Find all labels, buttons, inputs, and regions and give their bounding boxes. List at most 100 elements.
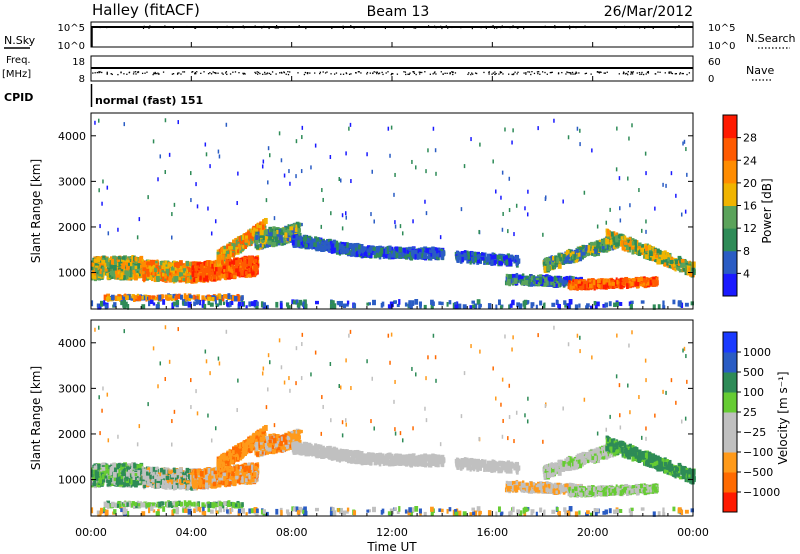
power-cell — [159, 269, 162, 275]
power-cell — [94, 267, 98, 272]
power-cell — [164, 267, 167, 272]
nave-point — [444, 72, 446, 74]
power-cell — [581, 280, 585, 286]
nave-point — [225, 71, 228, 73]
power-cell — [388, 245, 392, 252]
nsky-point — [353, 27, 355, 29]
power-cell — [353, 252, 357, 256]
nave-point — [491, 73, 493, 75]
nave-tick-bottom: 0 — [708, 74, 714, 85]
power-cell — [263, 217, 268, 224]
nsky-point — [321, 26, 323, 28]
power-cell — [190, 278, 194, 284]
power-cell — [155, 264, 158, 269]
power-cell — [526, 276, 530, 283]
nave-point — [154, 71, 156, 74]
power-cell — [247, 261, 251, 267]
power-cell — [292, 234, 296, 239]
power-cell — [569, 252, 572, 257]
nsky-point — [460, 27, 462, 29]
power-cell — [440, 254, 443, 260]
nsky-point — [496, 27, 498, 29]
nave-point — [571, 71, 574, 74]
power-cell — [484, 258, 488, 263]
power-cell — [516, 258, 521, 264]
power-cell — [391, 253, 396, 258]
nave-point — [679, 73, 681, 75]
power-cell — [572, 276, 575, 281]
nave-point — [511, 73, 513, 76]
power-cell — [226, 274, 231, 280]
power-cell — [555, 283, 558, 287]
power-cell — [229, 270, 232, 276]
nave-point — [590, 73, 592, 75]
nave-point — [157, 72, 159, 74]
power-cell — [142, 261, 146, 268]
nsky-point — [636, 26, 638, 29]
power-cell — [605, 278, 608, 285]
nave-point — [134, 71, 137, 73]
power-cell — [608, 281, 611, 286]
nsky-point — [352, 26, 354, 28]
nave-point — [270, 73, 272, 75]
power-cell — [604, 284, 607, 290]
power-cell — [373, 254, 378, 259]
power-cell — [92, 268, 96, 272]
power-cell — [493, 260, 497, 264]
power-cell — [561, 279, 566, 286]
nave-point — [585, 72, 588, 74]
nave-point — [259, 72, 261, 75]
power-cell — [619, 277, 624, 283]
power-cell — [635, 277, 638, 282]
power-cell — [576, 248, 579, 253]
power-cell — [603, 280, 607, 286]
nave-point — [289, 71, 291, 73]
power-cell — [568, 275, 572, 282]
power-cell — [417, 249, 422, 254]
power-cell — [345, 247, 349, 254]
power-cell — [133, 271, 136, 276]
nave-point — [309, 72, 311, 74]
power-cell — [600, 239, 604, 244]
power-cell — [537, 281, 541, 286]
nsky-point — [485, 27, 487, 29]
nave-point — [682, 72, 684, 75]
nave-point — [546, 73, 548, 75]
nsky-point — [194, 27, 197, 29]
power-cell — [333, 244, 337, 248]
power-cell — [298, 236, 303, 242]
power-cell — [293, 226, 298, 232]
power-cell — [241, 272, 244, 276]
nave-point — [517, 71, 519, 73]
power-cell — [152, 268, 155, 273]
power-cell — [506, 253, 510, 259]
nsky-point — [572, 25, 574, 28]
nsky-point — [562, 26, 565, 28]
power-cell — [208, 265, 213, 271]
power-cell — [245, 267, 249, 272]
power-cell — [571, 254, 575, 260]
nave-point — [527, 71, 529, 73]
power-cell — [467, 254, 470, 260]
power-cell — [255, 239, 259, 245]
nsky-point — [528, 26, 531, 28]
power-cell — [259, 243, 262, 248]
nave-point — [630, 73, 632, 75]
power-cell — [357, 249, 361, 255]
power-cell — [223, 245, 226, 250]
power-cell — [92, 275, 97, 280]
power-cell — [205, 275, 209, 282]
power-cell — [94, 272, 97, 279]
nave-point — [264, 73, 266, 75]
nsky-point — [99, 26, 101, 29]
power-cell — [131, 255, 134, 261]
power-cell — [477, 253, 481, 259]
power-cell — [246, 265, 250, 269]
nsky-point — [517, 27, 519, 29]
nsky-point — [284, 27, 286, 29]
power-cell — [355, 251, 359, 257]
power-cell — [591, 252, 594, 256]
power-cell — [457, 251, 461, 257]
power-cell — [272, 242, 277, 247]
power-cell — [542, 275, 545, 279]
